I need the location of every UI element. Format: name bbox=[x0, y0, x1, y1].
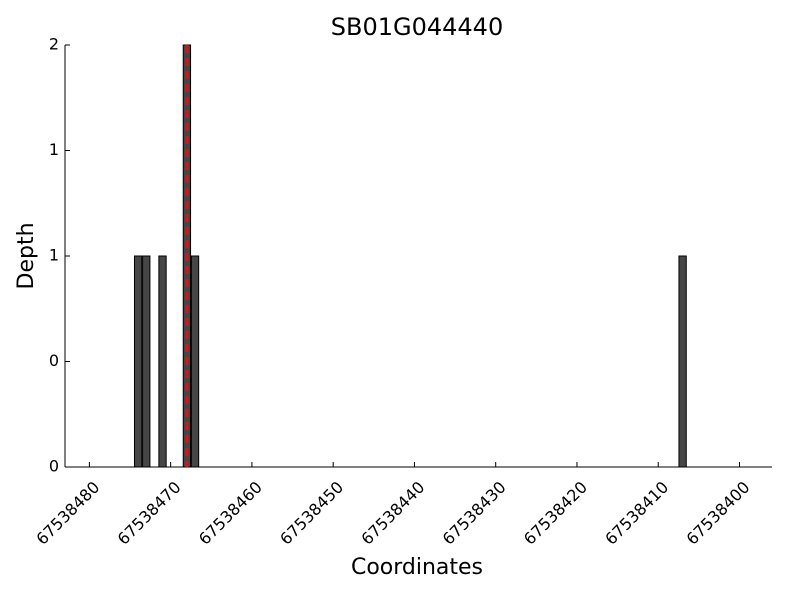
x-axis-label: Coordinates bbox=[351, 555, 483, 580]
bar bbox=[678, 255, 687, 468]
y-tick-label: 2 bbox=[49, 35, 59, 54]
y-tick-label: 1 bbox=[49, 246, 59, 265]
bar bbox=[190, 255, 200, 468]
x-tick-label: 67538430 bbox=[439, 478, 510, 549]
y-axis-label: Depth bbox=[14, 222, 39, 289]
y-tick-label: 0 bbox=[49, 351, 59, 370]
x-tick-label: 67538470 bbox=[114, 478, 185, 549]
x-tick-label: 67538410 bbox=[601, 478, 672, 549]
chart-title: SB01G044440 bbox=[331, 13, 503, 41]
y-tick-label: 0 bbox=[49, 457, 59, 476]
bar bbox=[158, 255, 167, 468]
x-tick-label: 67538450 bbox=[276, 478, 347, 549]
x-tick-label: 67538400 bbox=[682, 478, 753, 549]
x-tick-label: 67538420 bbox=[520, 478, 591, 549]
x-tick-label: 67538440 bbox=[357, 478, 428, 549]
bar bbox=[133, 255, 143, 468]
x-tick-label: 67538480 bbox=[32, 478, 103, 549]
bar bbox=[142, 255, 151, 468]
y-tick-label: 1 bbox=[49, 140, 59, 159]
x-tick-label: 67538460 bbox=[195, 478, 266, 549]
